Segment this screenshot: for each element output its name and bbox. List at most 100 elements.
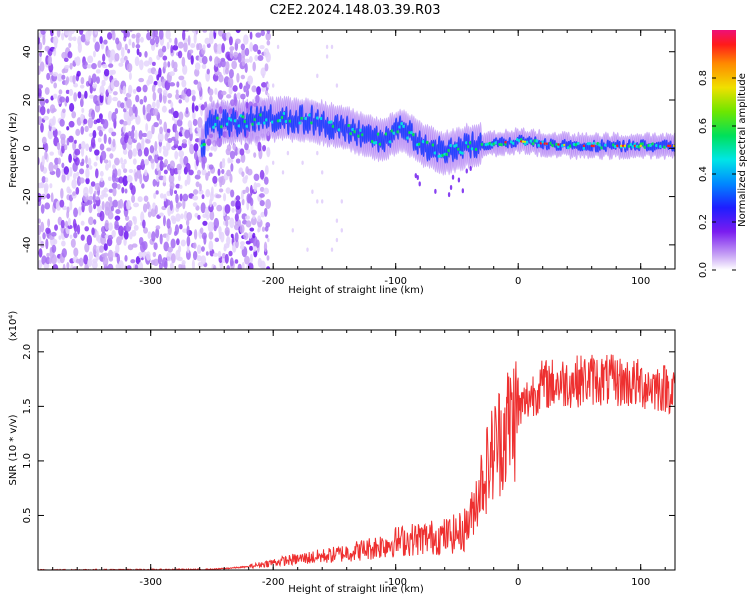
band-peak-cell — [672, 144, 675, 148]
noise-cell — [120, 57, 126, 64]
noise-cell — [116, 236, 122, 246]
noise-cell — [121, 162, 126, 170]
noise-cell — [213, 217, 220, 229]
noise-cell — [80, 234, 85, 241]
noise-cell — [194, 105, 199, 112]
noise-cell — [158, 119, 163, 125]
noise-cell — [55, 30, 60, 32]
noise-cell — [340, 199, 343, 204]
noise-cell — [176, 163, 182, 171]
noise-cell — [93, 50, 96, 58]
noise-cell — [78, 30, 84, 36]
noise-cell — [109, 153, 114, 159]
noise-cell — [66, 262, 70, 269]
noise-cell — [99, 143, 105, 151]
noise-cell — [55, 167, 61, 178]
noise-cell — [122, 148, 128, 155]
noise-cell — [107, 32, 113, 40]
snr-xtick-label: -200 — [262, 577, 285, 588]
noise-cell — [115, 209, 121, 215]
band-cell — [202, 138, 206, 157]
noise-cell — [65, 76, 70, 85]
noise-cell — [207, 170, 211, 177]
noise-cell — [182, 30, 186, 41]
noise-cell — [148, 56, 153, 66]
snr-plot-area — [38, 330, 675, 570]
noise-cell — [225, 61, 230, 71]
snr-ytick-label: 1.5 — [22, 398, 33, 414]
noise-cell — [83, 118, 88, 125]
noise-cell — [167, 99, 172, 104]
noise-cell — [42, 232, 46, 240]
noise-cell — [263, 176, 269, 185]
noise-cell — [57, 130, 62, 136]
noise-cell — [61, 248, 67, 258]
noise-cell — [265, 198, 271, 210]
noise-cell — [125, 98, 132, 109]
noise-cell — [108, 136, 112, 145]
noise-cell — [186, 211, 193, 221]
noise-cell — [249, 245, 254, 251]
noise-cell — [239, 224, 245, 234]
noise-cell — [240, 93, 246, 100]
noise-cell — [38, 235, 42, 246]
noise-cell — [92, 130, 97, 139]
noise-cell — [68, 42, 72, 48]
noise-cell — [235, 30, 241, 34]
noise-cell — [44, 87, 50, 95]
noise-cell — [199, 183, 202, 192]
noise-cell — [247, 75, 254, 85]
snr-xtick-label: -100 — [384, 577, 407, 588]
noise-cell — [112, 96, 118, 102]
noise-cell — [50, 95, 54, 101]
noise-cell — [143, 95, 147, 103]
noise-cell — [226, 169, 232, 177]
noise-cell — [127, 220, 133, 227]
noise-cell — [174, 37, 178, 47]
noise-cell — [265, 234, 269, 239]
noise-cell — [131, 124, 136, 132]
noise-cell — [51, 244, 57, 253]
noise-cell — [156, 99, 160, 109]
snr-ytick-label: 0.5 — [22, 508, 33, 524]
noise-cell — [236, 72, 240, 83]
noise-cell — [257, 228, 260, 233]
noise-cell — [95, 155, 99, 161]
noise-cell — [135, 44, 141, 49]
noise-cell — [260, 67, 266, 77]
noise-cell — [266, 255, 270, 261]
noise-cell — [93, 161, 98, 167]
noise-cell — [98, 113, 103, 120]
noise-cell — [90, 181, 96, 187]
noise-cell — [128, 38, 132, 46]
noise-cell — [235, 38, 241, 45]
noise-cell — [46, 252, 50, 258]
noise-cell — [120, 47, 125, 58]
noise-cell — [61, 143, 65, 154]
noise-cell — [44, 142, 49, 153]
noise-cell — [139, 98, 144, 105]
noise-cell — [112, 91, 118, 96]
noise-cell — [162, 89, 168, 96]
noise-cell — [164, 80, 171, 91]
noise-cell — [104, 201, 111, 211]
noise-cell — [107, 110, 113, 121]
noise-cell — [205, 251, 209, 256]
noise-cell — [167, 92, 173, 99]
noise-cell — [112, 187, 117, 197]
snr-series-line — [38, 354, 675, 570]
noise-cell — [260, 30, 266, 37]
noise-cell — [52, 36, 59, 46]
snr-y-multiplier: (x10⁴) — [8, 311, 19, 342]
noise-cell — [261, 87, 266, 92]
noise-cell — [154, 204, 158, 215]
noise-cell — [257, 215, 262, 223]
noise-cell — [157, 87, 163, 94]
noise-cell — [200, 255, 207, 265]
noise-cell — [44, 202, 51, 210]
noise-cell — [209, 95, 213, 102]
noise-cell — [45, 98, 49, 104]
noise-cell — [132, 89, 137, 94]
noise-cell — [142, 240, 148, 251]
noise-cell — [97, 137, 102, 143]
